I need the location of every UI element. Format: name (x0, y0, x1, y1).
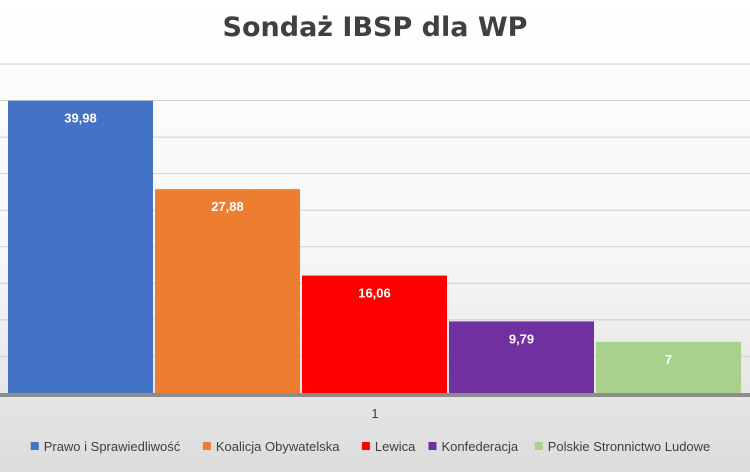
legend-swatch (361, 442, 370, 450)
bar (155, 189, 300, 393)
legend-label: Prawo i Sprawiedliwość (44, 439, 181, 454)
legend-label: Konfederacja (442, 439, 519, 454)
bar (449, 321, 594, 393)
data-label: 16,06 (358, 286, 391, 301)
data-label: 39,98 (64, 111, 97, 126)
data-label: 9,79 (509, 331, 534, 346)
x-tick-label: 1 (371, 406, 378, 421)
bar (596, 341, 741, 393)
chart-title: Sondaż IBSP dla WP (223, 12, 528, 43)
legend-label: Polskie Stronnictwo Ludowe (548, 439, 711, 454)
bars: 39,98 27,88 16,06 9,79 7 (8, 100, 741, 393)
data-label: 7 (665, 352, 672, 367)
x-axis-baseline (0, 393, 750, 397)
legend-swatch (30, 442, 39, 450)
legend-swatch (202, 442, 211, 450)
legend-label: Koalicja Obywatelska (216, 439, 340, 454)
legend-swatch (534, 442, 543, 450)
bar (302, 275, 447, 393)
legend-swatch (428, 442, 437, 450)
legend-label: Lewica (375, 439, 416, 454)
bar (8, 100, 153, 393)
legend: Prawo i Sprawiedliwość Koalicja Obywatels… (30, 439, 711, 454)
data-label: 27,88 (211, 199, 244, 214)
